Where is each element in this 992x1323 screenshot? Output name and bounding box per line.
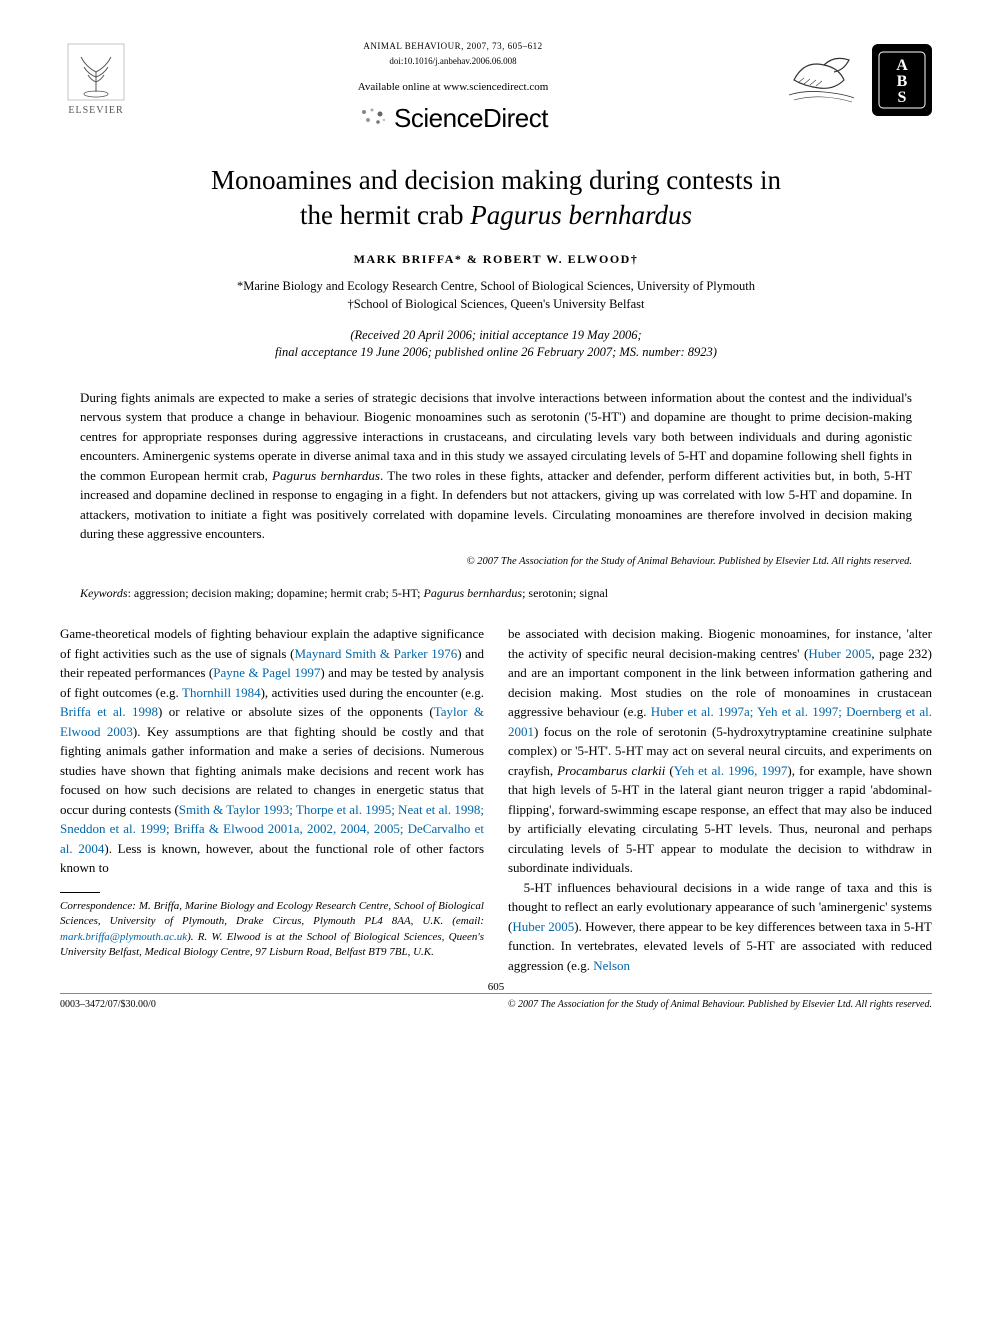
species-name: Procambarus clarkii — [557, 763, 665, 778]
citation[interactable]: Briffa et al. 1998 — [60, 704, 158, 719]
publisher-logo-left: ELSEVIER — [60, 40, 132, 120]
column-right: be associated with decision making. Biog… — [508, 624, 932, 975]
elsevier-logo: ELSEVIER — [60, 40, 132, 120]
citation[interactable]: Yeh et al. 1996, 1997 — [674, 763, 788, 778]
abstract: During fights animals are expected to ma… — [80, 388, 912, 544]
keywords-species: Pagurus bernhardus — [424, 586, 523, 600]
citation[interactable]: Thornhill 1984 — [182, 685, 261, 700]
citation[interactable]: Huber 2005 — [512, 919, 574, 934]
keywords: Keywords: aggression; decision making; d… — [80, 585, 912, 602]
doi-line: doi:10.1016/j.anbehav.2006.06.008 — [142, 55, 764, 68]
manuscript-dates: (Received 20 April 2006; initial accepta… — [60, 327, 932, 362]
svg-text:B: B — [897, 73, 908, 90]
affiliation-2: †School of Biological Sciences, Queen's … — [348, 297, 645, 311]
column-left: Game-theoretical models of fighting beha… — [60, 624, 484, 975]
title-species: Pagurus bernhardus — [470, 200, 692, 230]
elsevier-tree-icon — [66, 42, 126, 102]
copyright-line: © 2007 The Association for the Study of … — [80, 554, 912, 569]
keywords-text-a: : aggression; decision making; dopamine;… — [128, 586, 424, 600]
body-para-r2: 5-HT influences behavioural decisions in… — [508, 878, 932, 976]
svg-text:A: A — [896, 57, 908, 74]
body-seg: ), activities used during the encounter … — [261, 685, 484, 700]
sciencedirect-dots-icon — [358, 101, 388, 139]
citation[interactable]: Huber 2005 — [808, 646, 871, 661]
sciencedirect-text: ScienceDirect — [394, 103, 548, 133]
journal-info-line: ANIMAL BEHAVIOUR, 2007, 73, 605–612 — [142, 40, 764, 53]
body-seg: ), for example, have shown that high lev… — [508, 763, 932, 876]
citation[interactable]: Payne & Pagel 1997 — [213, 665, 320, 680]
citation[interactable]: Nelson — [593, 958, 630, 973]
correspondence-email[interactable]: mark.briffa@plymouth.ac.uk — [60, 931, 187, 943]
body-seg: ) or relative or absolute sizes of the o… — [158, 704, 434, 719]
correspondence: Correspondence: M. Briffa, Marine Biolog… — [60, 899, 484, 961]
header-center: ANIMAL BEHAVIOUR, 2007, 73, 605–612 doi:… — [132, 40, 774, 139]
available-online: Available online at www.sciencedirect.co… — [142, 80, 764, 96]
body-para-1: Game-theoretical models of fighting beha… — [60, 624, 484, 878]
abstract-species: Pagurus bernhardus — [272, 468, 380, 483]
footer-right: © 2007 The Association for the Study of … — [508, 998, 932, 1013]
body-seg: ( — [665, 763, 673, 778]
footer-left: 0003–3472/07/$30.00/0 — [60, 998, 156, 1013]
publisher-logo-right: A B S — [774, 40, 932, 120]
keywords-text-b: ; serotonin; signal — [522, 586, 608, 600]
title-line1: Monoamines and decision making during co… — [211, 165, 781, 195]
body-seg: ). Less is known, however, about the fun… — [60, 841, 484, 876]
journal-bird-icon — [774, 40, 864, 120]
body-para-r1: be associated with decision making. Biog… — [508, 624, 932, 878]
page-number: 605 — [488, 980, 505, 996]
author-list: MARK BRIFFA* & ROBERT W. ELWOOD† — [60, 251, 932, 268]
affiliation-1: *Marine Biology and Ecology Research Cen… — [237, 279, 755, 293]
correspondence-separator — [60, 892, 100, 893]
article-title: Monoamines and decision making during co… — [100, 163, 892, 233]
body-columns: Game-theoretical models of fighting beha… — [60, 624, 932, 975]
affiliations: *Marine Biology and Ecology Research Cen… — [60, 277, 932, 313]
dates-line1: (Received 20 April 2006; initial accepta… — [350, 328, 641, 342]
title-line2-plain: the hermit crab — [300, 200, 470, 230]
header-logo-row: ELSEVIER ANIMAL BEHAVIOUR, 2007, 73, 605… — [60, 40, 932, 139]
sciencedirect-logo: ScienceDirect — [142, 100, 764, 139]
svg-text:S: S — [898, 89, 907, 106]
dates-line2: final acceptance 19 June 2006; published… — [275, 345, 717, 359]
correspondence-text: Correspondence: M. Briffa, Marine Biolog… — [60, 900, 484, 927]
page-footer: 605 0003–3472/07/$30.00/0 © 2007 The Ass… — [60, 993, 932, 1013]
citation[interactable]: Maynard Smith & Parker 1976 — [295, 646, 458, 661]
elsevier-label: ELSEVIER — [68, 104, 123, 119]
abs-logo: A B S — [872, 44, 932, 116]
keywords-label: Keywords — [80, 586, 128, 600]
